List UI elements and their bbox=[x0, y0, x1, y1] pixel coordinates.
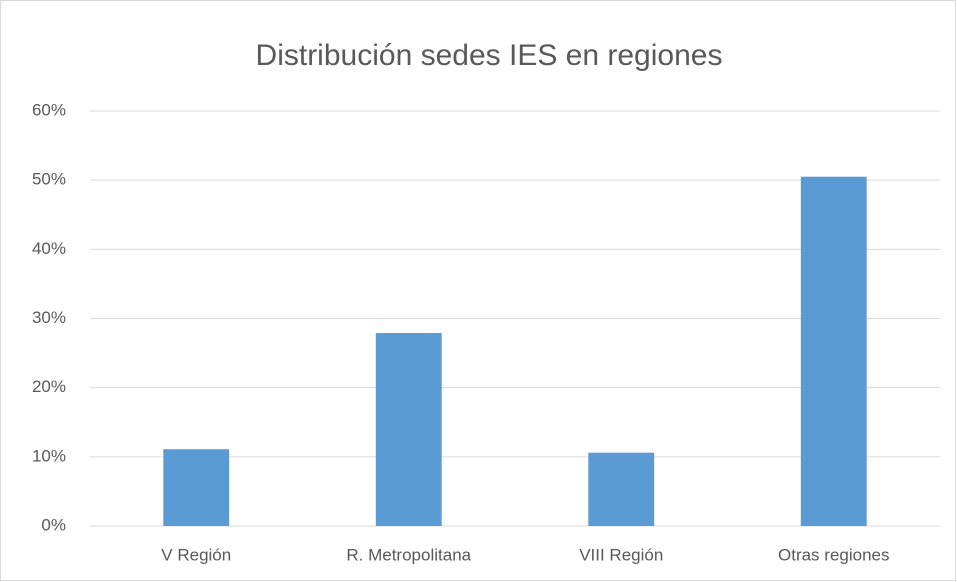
x-tick-label: Otras regiones bbox=[778, 545, 890, 564]
y-tick-label: 10% bbox=[32, 446, 66, 465]
y-tick-label: 50% bbox=[32, 170, 66, 189]
y-tick-label: 0% bbox=[41, 515, 66, 534]
bar bbox=[800, 176, 867, 527]
chart-title: Distribución sedes IES en regiones bbox=[256, 39, 723, 72]
y-tick-label: 60% bbox=[32, 100, 66, 119]
y-tick-label: 30% bbox=[32, 308, 66, 327]
bar bbox=[163, 449, 230, 526]
bar bbox=[588, 452, 655, 526]
bar bbox=[375, 333, 442, 526]
y-tick-label: 40% bbox=[32, 239, 66, 258]
x-tick-label: R. Metropolitana bbox=[346, 545, 471, 564]
y-tick-label: 20% bbox=[32, 377, 66, 396]
x-tick-label: V Región bbox=[161, 545, 231, 564]
x-tick-label: VIII Región bbox=[579, 545, 663, 564]
